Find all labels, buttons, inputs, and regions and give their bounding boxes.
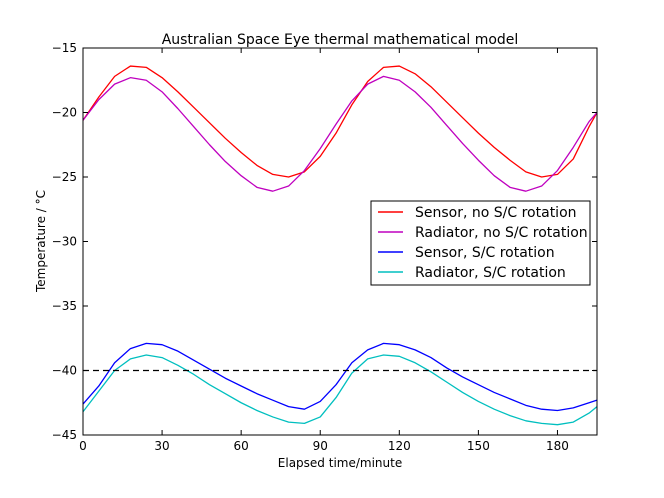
legend-label-1: Sensor, no S/C rotation: [415, 205, 577, 221]
y-axis-label: Temperature / °C: [34, 190, 48, 293]
y-tick-label: −35: [52, 299, 77, 313]
series-line-1: [82, 65, 598, 178]
y-tick-label: −45: [52, 428, 77, 442]
y-tick-label: −25: [52, 170, 77, 184]
x-tick-label: 120: [388, 439, 411, 453]
series-layer: [82, 65, 598, 426]
series-line-2: [82, 75, 598, 192]
x-tick-label: 150: [467, 439, 490, 453]
y-tick-label: −30: [52, 235, 77, 249]
y-tick-label: −20: [52, 106, 77, 120]
x-tick-label: 30: [154, 439, 169, 453]
x-tick-label: 90: [313, 439, 328, 453]
tick-layer: 0 30 60 90 120 150 180 −15 −20 −25 −30 −35 −40 −45: [52, 41, 597, 453]
series-line-3: [82, 342, 598, 412]
legend-label-4: Radiator, S/C rotation: [415, 265, 566, 281]
x-tick-label: 60: [234, 439, 249, 453]
legend-box: [370, 200, 591, 286]
legend: Sensor, no S/C rotation Radiator, no S/C …: [370, 200, 591, 286]
y-tick-label: −15: [52, 41, 77, 55]
y-tick-label: −40: [52, 364, 77, 378]
legend-label-2: Radiator, no S/C rotation: [415, 225, 588, 241]
chart-title: Australian Space Eye thermal mathematica…: [162, 32, 519, 48]
x-axis-label: Elapsed time/minute: [278, 456, 402, 470]
series-line-4: [82, 354, 598, 426]
x-tick-label: 180: [546, 439, 569, 453]
legend-label-3: Sensor, S/C rotation: [415, 245, 555, 261]
x-tick-label: 0: [79, 439, 87, 453]
